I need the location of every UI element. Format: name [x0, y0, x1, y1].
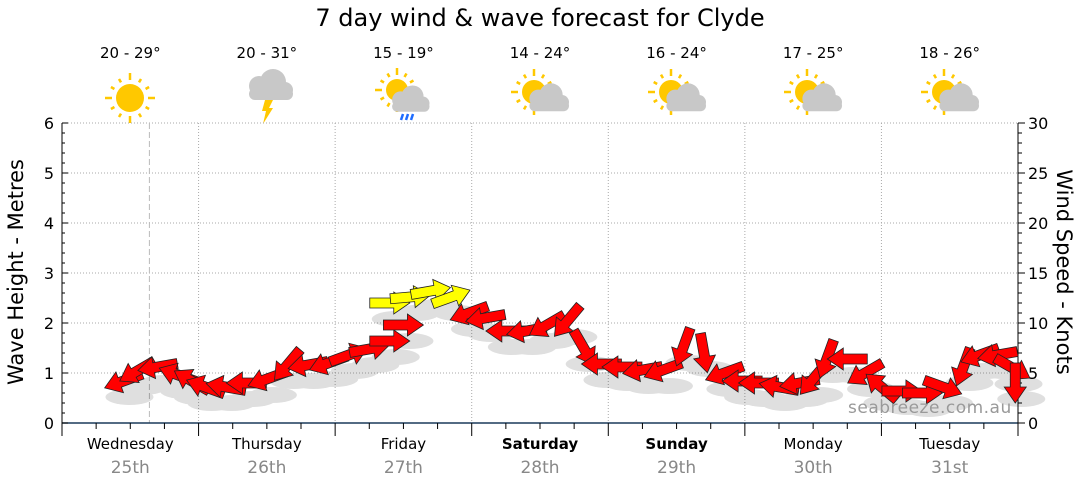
wind-arrow-2 [137, 356, 179, 380]
partly-cloudy-icon [920, 69, 979, 115]
arrow-shadow [883, 399, 932, 415]
x-tick-day: Monday [783, 435, 843, 453]
arrow-shadow [330, 363, 379, 379]
arrow-shadow [761, 395, 809, 411]
day-temp-range: 17 - 25° [782, 44, 844, 62]
arrow-shadow [487, 339, 536, 355]
x-tick-day: Tuesday [919, 435, 981, 453]
right-axis-label: Wind Speed - Knots [1052, 169, 1076, 375]
left-tick-label: 5 [44, 164, 54, 183]
arrow-shadow [924, 395, 973, 411]
right-tick-label: 0 [1028, 414, 1038, 433]
right-tick-label: 5 [1028, 364, 1038, 383]
day-temp-range: 15 - 19° [373, 44, 434, 62]
arrow-shadow [392, 305, 441, 321]
left-tick-label: 2 [44, 314, 54, 333]
partly-cloudy-icon [511, 69, 569, 115]
wind-arrow-33 [704, 360, 746, 386]
arrow-shadow [187, 395, 236, 411]
x-tick-day: Saturday [501, 435, 579, 453]
arrow-shadow [997, 391, 1046, 407]
arrow-shadow [508, 339, 557, 355]
left-tick-label: 0 [44, 414, 54, 433]
x-tick-day: Sunday [645, 435, 708, 453]
arrow-shadow [724, 389, 773, 405]
wind-arrow-32 [692, 331, 717, 374]
right-tick-label: 25 [1028, 164, 1048, 183]
left-tick-label: 6 [44, 114, 54, 133]
x-tick-date: 29th [657, 458, 697, 478]
arrow-shadow [105, 389, 154, 405]
wind-arrow-15 [383, 313, 425, 337]
x-tick-day: Wednesday [86, 435, 174, 453]
watermark: seabreeze.com.au [848, 398, 1012, 418]
wind-arrow-22 [485, 319, 527, 343]
x-tick-date: 25th [110, 458, 150, 478]
wind-arrow-24 [528, 310, 568, 337]
right-tick-label: 10 [1028, 314, 1048, 333]
arrow-shadow [351, 357, 400, 373]
x-tick-day: Friday [380, 435, 427, 453]
left-tick-label: 3 [44, 264, 54, 283]
x-tick-date: 28th [520, 458, 560, 478]
day-temp-range: 18 - 26° [919, 44, 981, 62]
arrow-shadow [863, 395, 912, 411]
left-tick-label: 4 [44, 214, 54, 233]
x-tick-date: 26th [247, 458, 287, 478]
partly-cloudy-icon [784, 69, 843, 115]
day-temp-range: 20 - 31° [236, 44, 298, 62]
x-tick-date: 30th [793, 458, 833, 478]
partly-cloudy-icon [647, 69, 706, 115]
left-tick-label: 1 [44, 364, 54, 383]
arrow-shadow [624, 378, 673, 394]
wind-arrow-31 [671, 325, 696, 367]
arrow-shadow [450, 321, 499, 337]
day-temp-range: 16 - 24° [646, 44, 707, 62]
wind-arrow-28 [601, 355, 643, 379]
right-tick-label: 20 [1028, 214, 1048, 233]
x-tick-date: 31st [931, 458, 969, 478]
day-temp-range: 20 - 29° [99, 44, 161, 62]
arrow-shadow [289, 373, 338, 389]
wind-arrow-25 [554, 301, 585, 337]
sunny-icon [105, 73, 156, 123]
wind-arrow-40 [826, 347, 868, 371]
arrow-shadow [371, 349, 420, 365]
right-tick-label: 30 [1028, 114, 1048, 133]
wind-arrow-19 [430, 284, 471, 310]
day-temp-range: 14 - 24° [509, 44, 571, 62]
sun-cloud-rain-icon [375, 68, 430, 121]
left-axis-label: Wave Height - Metres [4, 159, 28, 385]
arrow-shadow [644, 378, 693, 394]
wind-arrow-14 [369, 329, 411, 353]
chart-title: 7 day wind & wave forecast for Clyde [315, 4, 765, 32]
arrow-shadow [740, 391, 789, 407]
storm-cloud-icon [248, 69, 293, 124]
wind-arrow-21 [464, 307, 507, 331]
wind-arrow-45 [921, 374, 963, 400]
arrow-shadow [583, 372, 632, 388]
wind-arrow-39 [814, 337, 839, 379]
arrow-shadow [248, 387, 297, 403]
arrow-shadow [310, 371, 359, 387]
arrow-shadow [904, 401, 953, 417]
wind-arrow-9 [274, 345, 305, 381]
wind-arrow-41 [847, 358, 886, 385]
arrow-shadow [207, 395, 256, 411]
arrow-shadow [528, 333, 577, 349]
x-tick-date: 27th [383, 458, 423, 478]
x-tick-day: Thursday [231, 435, 302, 453]
right-tick-label: 15 [1028, 264, 1048, 283]
wind-arrow-50 [1003, 362, 1028, 404]
arrow-shadow [961, 363, 1010, 379]
